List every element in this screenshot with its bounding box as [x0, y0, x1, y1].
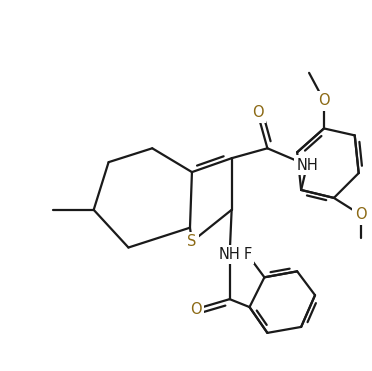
- Text: NH: NH: [219, 247, 241, 262]
- Text: S: S: [187, 234, 197, 249]
- Text: O: O: [318, 93, 330, 108]
- Text: O: O: [251, 105, 263, 120]
- Text: F: F: [243, 247, 252, 262]
- Text: O: O: [190, 302, 202, 316]
- Text: NH: NH: [296, 158, 318, 173]
- Text: O: O: [355, 207, 366, 222]
